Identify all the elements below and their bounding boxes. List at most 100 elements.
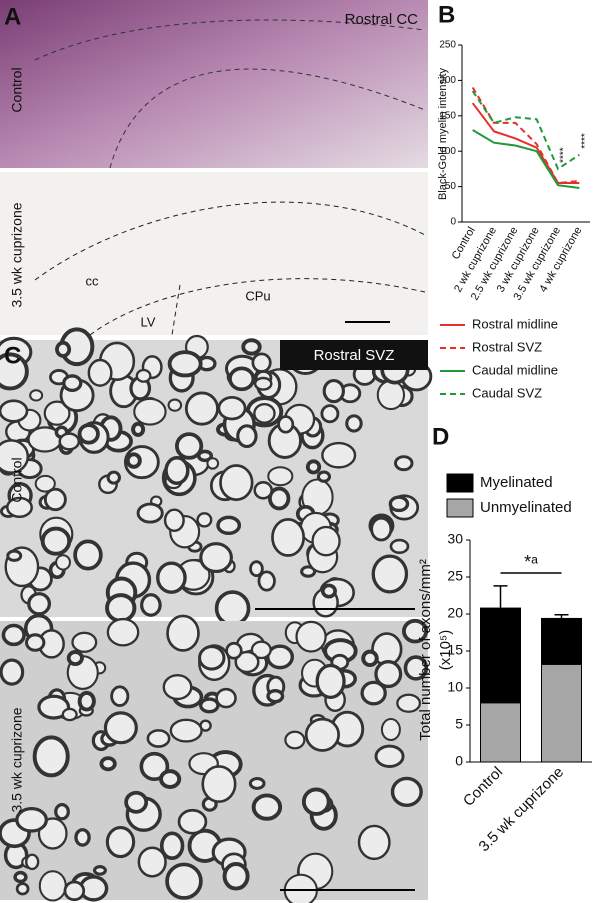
- panel-label: C: [4, 342, 21, 369]
- axon-profile: [34, 474, 56, 493]
- axon-profile: [0, 658, 25, 686]
- axon-profile: [166, 614, 200, 652]
- axon-profile: [25, 853, 40, 871]
- axon-profile: [0, 439, 30, 474]
- axon-profile: [163, 508, 185, 533]
- axon-profile: [164, 456, 190, 485]
- axon-profile: [139, 751, 170, 782]
- bar-segment: [541, 663, 582, 763]
- axon-profile: [74, 828, 91, 847]
- axon-profile: [403, 655, 429, 681]
- axon-profile: [196, 512, 213, 528]
- axon-profile: [389, 538, 410, 555]
- axon-profile: [55, 554, 71, 571]
- axon-profile: [257, 570, 276, 592]
- axon-profile: [71, 631, 98, 653]
- axon-profile: [380, 718, 401, 742]
- axon-profile: [361, 649, 379, 668]
- line: [471, 90, 580, 171]
- axon-profile: [15, 882, 30, 896]
- axon-profile: [99, 756, 117, 772]
- axon-profile: [87, 358, 113, 387]
- axon-profile: [92, 865, 107, 876]
- axon-profile: [133, 397, 167, 426]
- legend-label: Unmyelinated: [480, 499, 572, 516]
- axon-profile: [253, 376, 273, 391]
- axon-profile: [40, 526, 72, 556]
- axon-profile: [215, 687, 237, 709]
- axon-profile: [146, 729, 171, 748]
- axon-profile: [110, 685, 130, 707]
- annotation: ****: [580, 133, 591, 149]
- axon-profile: [63, 880, 86, 902]
- axon-profile: [222, 861, 250, 891]
- legend-label: Rostral SVZ: [472, 339, 542, 354]
- panel-label: A: [4, 3, 21, 30]
- axon-profile: [360, 680, 387, 706]
- axon-profile: [241, 338, 262, 356]
- axon-profile: [311, 525, 341, 557]
- axon-profile: [304, 717, 340, 752]
- axon-profile: [167, 398, 183, 412]
- axon-profile: [105, 825, 136, 859]
- axon-profile: [43, 400, 71, 426]
- axon-profile: [77, 423, 100, 445]
- micrograph: [0, 0, 428, 168]
- axon-profile: [284, 730, 306, 750]
- axon-profile: [217, 396, 247, 421]
- axon-profile: [13, 870, 28, 884]
- y-tick-label: 150: [439, 110, 456, 121]
- axon-profile: [0, 352, 29, 391]
- y-tick-label: 5: [455, 716, 463, 732]
- y-tick-label: 250: [439, 40, 456, 51]
- axon-profile: [305, 459, 322, 475]
- annotation: ****: [559, 147, 570, 163]
- legend-label: Caudal midline: [472, 362, 558, 377]
- axon-profile: [374, 744, 405, 768]
- axon-profile: [162, 674, 193, 701]
- axon-profile: [37, 694, 71, 720]
- axon-profile: [228, 366, 256, 392]
- axon-profile: [320, 583, 337, 599]
- axon-profile: [394, 455, 414, 472]
- axon-profile: [253, 402, 276, 424]
- axon-profile: [103, 711, 138, 745]
- axon-profile: [225, 641, 243, 660]
- y-tick-label: 0: [455, 753, 463, 769]
- axon-profile: [165, 862, 203, 900]
- axon-profile: [320, 404, 340, 424]
- axon-profile: [58, 432, 81, 451]
- y-tick-label: 50: [445, 181, 457, 192]
- axon-profile: [198, 645, 226, 671]
- axon-profile: [54, 803, 70, 821]
- y-tick-label: 100: [439, 146, 456, 157]
- annotation: *ᵃ: [524, 552, 538, 572]
- axon-profile: [401, 618, 429, 644]
- axon-profile: [32, 735, 70, 778]
- axon-profile: [374, 660, 403, 689]
- axon-profile: [125, 452, 142, 469]
- legend-swatch: [446, 473, 474, 493]
- region-label: cc: [86, 273, 100, 288]
- line: [472, 129, 580, 190]
- axon-profile: [136, 502, 164, 524]
- y-tick-label: 20: [447, 605, 463, 621]
- legend-label: Caudal SVZ: [472, 385, 542, 400]
- axon-profile: [77, 690, 96, 712]
- axon-profile: [156, 561, 187, 594]
- axon-profile: [199, 542, 233, 574]
- y-tick-label: 200: [439, 75, 456, 86]
- axon-profile: [396, 693, 422, 713]
- y-tick-label: 30: [447, 531, 463, 547]
- axon-profile: [277, 415, 295, 434]
- line: [471, 86, 580, 185]
- axon-profile: [29, 389, 44, 402]
- axon-profile: [6, 549, 23, 562]
- axon-profile: [214, 590, 251, 627]
- axon-profile: [0, 399, 29, 423]
- row-label: 3.5 wk cuprizone: [9, 202, 25, 307]
- axon-profile: [295, 620, 327, 653]
- axon-profile: [199, 697, 220, 714]
- y-tick-label: 15: [447, 642, 463, 658]
